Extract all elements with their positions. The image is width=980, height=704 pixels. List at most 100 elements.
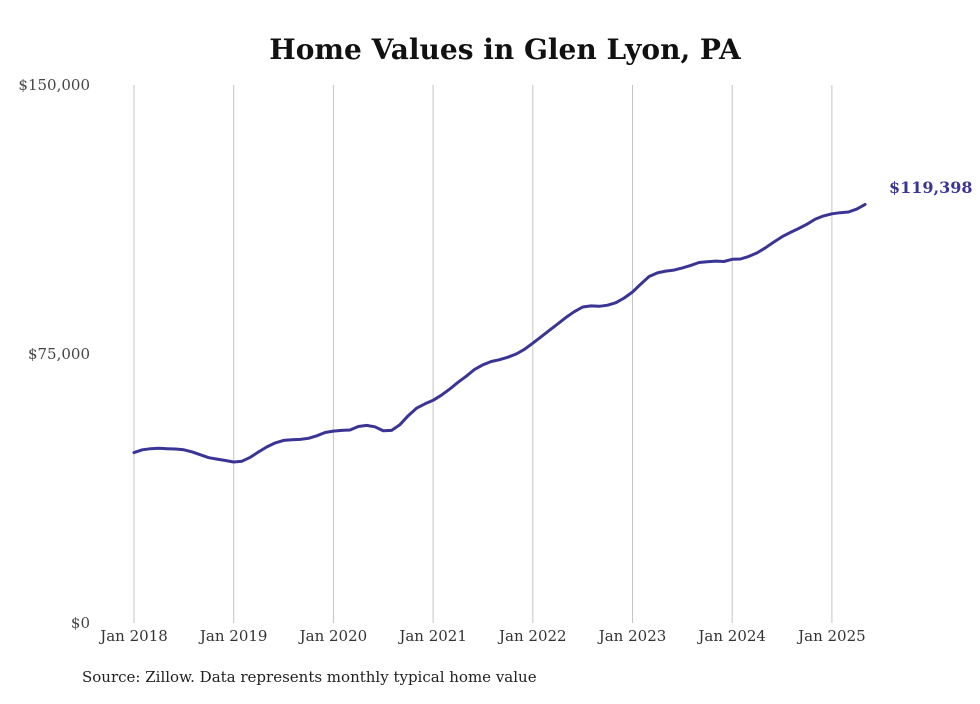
data-point (814, 217, 817, 221)
data-point (456, 381, 460, 384)
data-point (598, 305, 601, 308)
data-point (714, 259, 717, 263)
data-point (340, 429, 343, 432)
data-point (166, 447, 169, 450)
data-point (706, 260, 709, 263)
data-point (465, 375, 468, 378)
data-point (282, 439, 285, 442)
y-tick-label: $75,000 (28, 345, 90, 363)
data-point (780, 235, 784, 238)
data-point (290, 438, 294, 441)
data-point (132, 451, 136, 454)
y-tick-label: $0 (71, 614, 90, 632)
y-tick-label: $150,000 (18, 76, 90, 94)
data-point (215, 457, 219, 461)
data-point (448, 387, 451, 391)
data-point (382, 429, 385, 432)
data-point (647, 275, 651, 278)
data-point (606, 304, 609, 307)
data-point (498, 358, 501, 361)
data-point (315, 434, 318, 437)
data-point (531, 342, 534, 345)
x-axis-ticks: Jan 2018 Jan 2019 Jan 2020 Jan 2021 Jan 2022… (98, 627, 865, 645)
data-point (257, 450, 260, 454)
data-point (639, 282, 642, 286)
data-point (265, 445, 269, 449)
data-point (581, 305, 584, 309)
data-point (365, 424, 368, 427)
data-point (755, 251, 759, 255)
y-axis-ticks: $0 $75,000 $150,000 (18, 76, 90, 632)
data-point (232, 460, 235, 464)
data-point (689, 264, 692, 267)
data-point (722, 260, 726, 263)
data-point (656, 271, 659, 275)
data-point (573, 310, 576, 313)
series-line (132, 202, 867, 464)
data-point (440, 394, 443, 397)
data-point (481, 363, 485, 366)
x-tick-label: Jan 2019 (198, 627, 268, 645)
x-tick-label: Jan 2020 (298, 627, 368, 645)
data-point (556, 322, 559, 326)
data-point (822, 214, 825, 218)
data-point (731, 258, 734, 261)
data-point (539, 335, 543, 338)
data-point (473, 368, 476, 371)
data-point (348, 428, 352, 432)
data-point (506, 356, 510, 359)
data-point (207, 456, 210, 459)
data-point (240, 460, 244, 463)
x-tick-label: Jan 2022 (497, 627, 567, 645)
x-tick-label: Jan 2021 (397, 627, 467, 645)
data-point (789, 231, 792, 234)
data-point (548, 329, 551, 332)
data-point (830, 212, 834, 215)
data-point (764, 246, 767, 249)
data-point (149, 447, 152, 450)
x-tick-label: Jan 2024 (696, 627, 766, 645)
data-point (182, 448, 185, 451)
data-point (323, 431, 327, 434)
data-point (423, 402, 426, 406)
data-point (373, 425, 377, 428)
data-point (855, 207, 858, 211)
data-point (224, 459, 227, 462)
end-value-label: $119,398 (889, 178, 973, 197)
data-point (398, 423, 402, 426)
x-tick-label: Jan 2018 (98, 627, 168, 645)
data-point (249, 456, 252, 459)
data-point (631, 290, 634, 294)
data-point (589, 304, 593, 308)
data-point (357, 425, 360, 428)
data-point (797, 227, 800, 230)
data-point (623, 296, 626, 300)
data-point (515, 352, 518, 356)
source-note: Source: Zillow. Data represents monthly … (82, 668, 537, 686)
data-point (839, 211, 842, 214)
grid-lines (133, 85, 833, 623)
data-point (332, 429, 335, 433)
data-point (199, 453, 202, 456)
data-point (664, 269, 667, 273)
data-point (564, 316, 568, 319)
data-point (805, 223, 809, 226)
data-point (681, 266, 684, 270)
data-point (847, 210, 850, 214)
data-point (697, 261, 701, 264)
data-point (141, 448, 144, 451)
data-point (614, 301, 618, 304)
data-point (747, 255, 750, 258)
chart-title: Home Values in Glen Lyon, PA (269, 33, 742, 66)
series-layer (132, 202, 867, 464)
data-point (307, 437, 310, 440)
data-point (407, 414, 410, 417)
data-point (191, 450, 194, 454)
data-point (174, 447, 177, 451)
data-point (863, 203, 867, 206)
x-tick-label: Jan 2023 (597, 627, 667, 645)
data-point (157, 447, 161, 450)
data-point (523, 348, 526, 351)
